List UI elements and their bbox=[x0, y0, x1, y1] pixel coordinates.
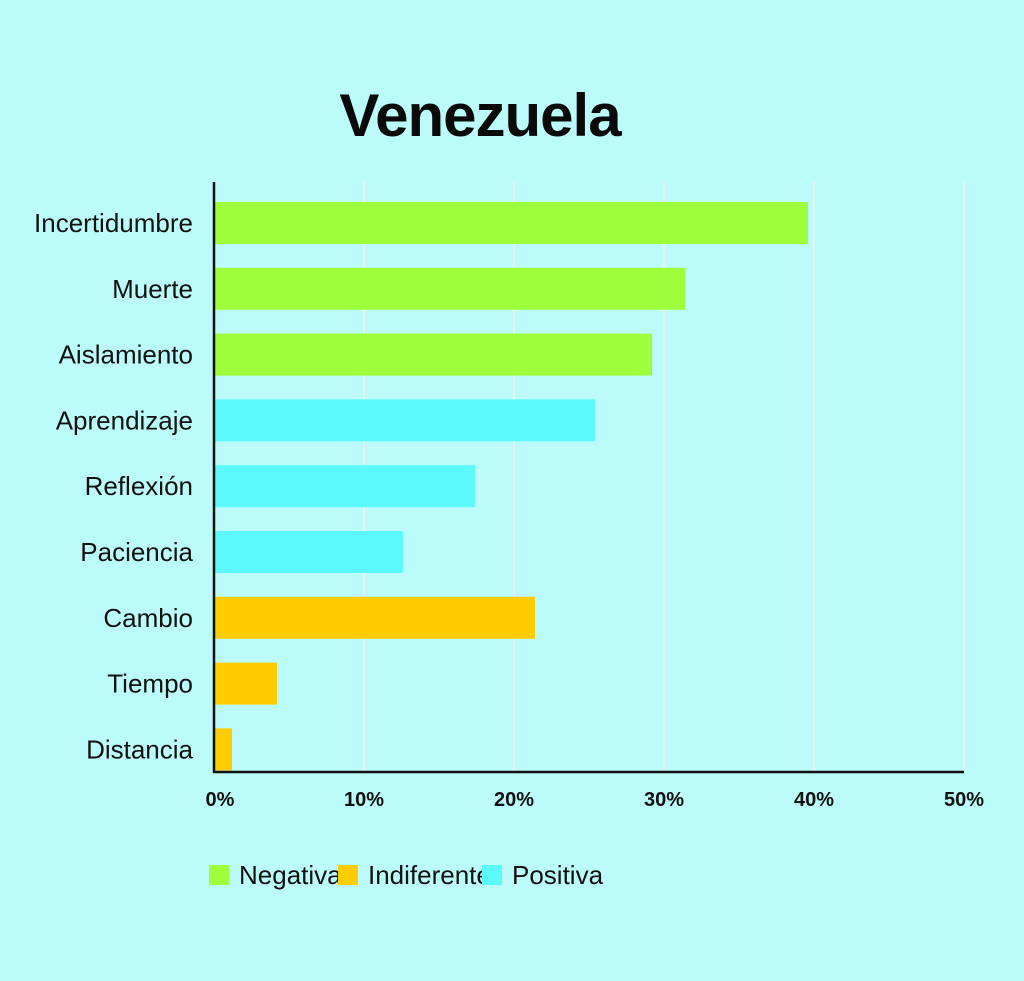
category-label: Reflexión bbox=[85, 471, 193, 501]
bar-cambio bbox=[214, 596, 535, 639]
bar-reflexión bbox=[214, 465, 475, 508]
legend-label-positiva: Positiva bbox=[512, 860, 604, 890]
legend-label-indiferente: Indiferente bbox=[368, 860, 491, 890]
x-tick-label: 10% bbox=[344, 789, 384, 811]
bar-incertidumbre bbox=[214, 202, 808, 244]
category-label: Tiempo bbox=[107, 669, 193, 699]
x-tick-label: 20% bbox=[494, 789, 534, 811]
bars-layer bbox=[214, 202, 808, 771]
bar-aprendizaje bbox=[214, 399, 595, 442]
x-tick-label: 40% bbox=[794, 789, 834, 811]
bar-paciencia bbox=[214, 531, 403, 573]
axes bbox=[212, 182, 964, 774]
x-tick-labels: 0% 10% 20% 30% 40% 50% bbox=[206, 789, 985, 811]
legend-swatch-indiferente bbox=[338, 865, 358, 885]
x-tick-label: 30% bbox=[644, 789, 684, 811]
bar-tiempo bbox=[214, 662, 277, 705]
legend: Negativa Indiferente Positiva bbox=[209, 860, 604, 890]
category-labels: Incertidumbre Muerte Aislamiento Aprendizaj… bbox=[34, 208, 194, 764]
chart-title: Venezuela bbox=[339, 82, 622, 149]
bar-aislamiento bbox=[214, 333, 652, 376]
category-label: Muerte bbox=[112, 274, 193, 304]
category-label: Aprendizaje bbox=[56, 405, 193, 435]
legend-swatch-negativa bbox=[209, 865, 229, 885]
category-label: Paciencia bbox=[80, 537, 193, 567]
category-label: Aislamiento bbox=[59, 340, 193, 370]
x-tick-label: 0% bbox=[206, 789, 235, 811]
category-label: Cambio bbox=[103, 603, 193, 633]
x-tick-label: 50% bbox=[944, 789, 984, 811]
category-label: Incertidumbre bbox=[34, 208, 193, 238]
bar-muerte bbox=[214, 267, 685, 310]
category-label: Distancia bbox=[86, 734, 193, 764]
legend-swatch-positiva bbox=[482, 865, 502, 885]
bar-distancia bbox=[214, 728, 232, 771]
legend-label-negativa: Negativa bbox=[239, 860, 342, 890]
